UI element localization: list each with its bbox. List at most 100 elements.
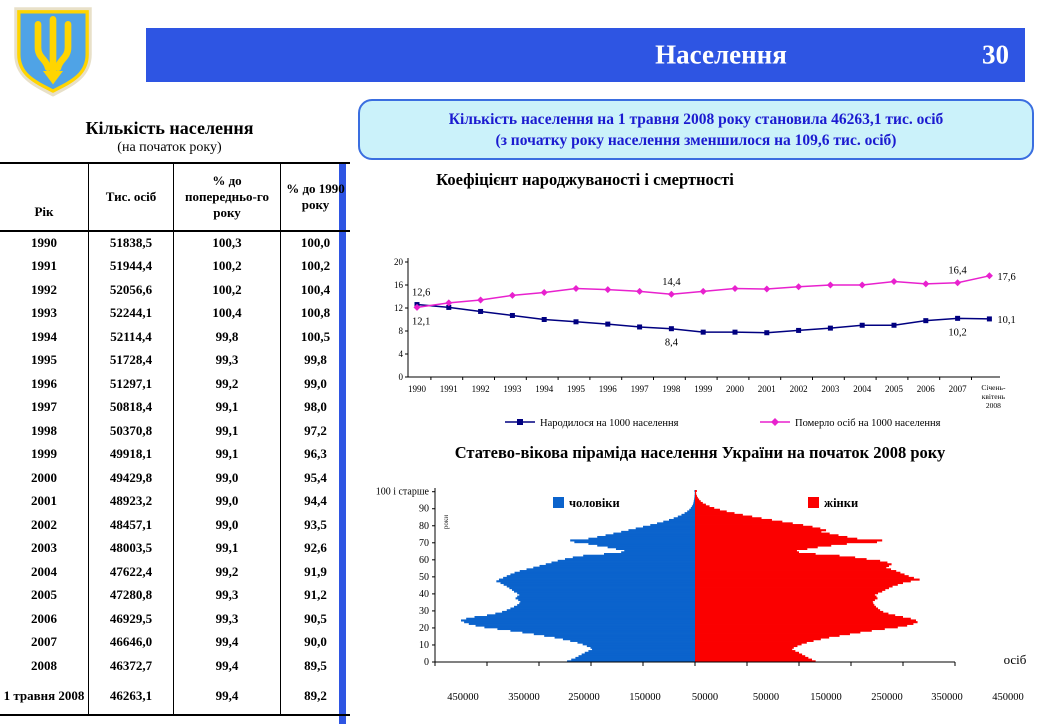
svg-text:350000: 350000 bbox=[508, 692, 540, 703]
table-cell: 99,4 bbox=[173, 654, 281, 678]
table-cell: 90,0 bbox=[304, 634, 327, 650]
svg-text:1991: 1991 bbox=[440, 384, 458, 394]
table-cell: 100,4 bbox=[173, 301, 281, 325]
table-cell: 47280,8 bbox=[88, 583, 174, 607]
table-row: 2002 48457,1 99,0 93,5 bbox=[0, 513, 350, 537]
table-row: 2008 46372,7 99,4 89,5 bbox=[0, 654, 350, 678]
table-cell: 99,4 bbox=[173, 677, 281, 716]
svg-text:50000: 50000 bbox=[753, 692, 779, 703]
svg-text:8: 8 bbox=[399, 326, 404, 336]
table-cell: 2006 bbox=[0, 607, 89, 631]
table-cell: 99,0 bbox=[173, 489, 281, 513]
table-cell: 1995 bbox=[0, 348, 89, 372]
table-cell: 100,2 bbox=[300, 258, 331, 274]
svg-text:10: 10 bbox=[419, 640, 429, 651]
svg-text:2007: 2007 bbox=[949, 384, 968, 394]
table-row: 2000 49429,8 99,0 95,4 bbox=[0, 466, 350, 490]
svg-text:50000: 50000 bbox=[692, 692, 718, 703]
page-title: Населення bbox=[655, 39, 787, 70]
table-cell: 51728,4 bbox=[88, 348, 174, 372]
population-table: Рік Тис. осіб % до попередньо-го року % … bbox=[0, 162, 350, 716]
table-row: 1994 52114,4 99,8 100,5 bbox=[0, 325, 350, 349]
table-subtitle: (на початок року) bbox=[117, 140, 222, 155]
table-row: 2006 46929,5 99,3 90,5 bbox=[0, 607, 350, 631]
svg-text:10,1: 10,1 bbox=[997, 315, 1015, 326]
table-cell: 49429,8 bbox=[88, 466, 174, 490]
table-cell: 99,3 bbox=[173, 348, 281, 372]
table-row: 1990 51838,5 100,3 100,0 bbox=[0, 231, 350, 255]
table-cell: 1998 bbox=[0, 419, 89, 443]
women-bars bbox=[695, 490, 920, 663]
table-cell: 99,3 bbox=[173, 583, 281, 607]
table-cell: 92,6 bbox=[304, 540, 327, 556]
table-cell: 50370,8 bbox=[88, 419, 174, 443]
legend-item: Померло осіб на 1000 населення bbox=[760, 418, 941, 429]
table-cell: 99,0 bbox=[304, 375, 327, 391]
table-cell: 100,4 bbox=[300, 281, 331, 297]
svg-text:17,6: 17,6 bbox=[997, 272, 1015, 283]
table-cell: 93,5 bbox=[304, 516, 327, 532]
svg-text:4: 4 bbox=[399, 349, 404, 359]
table-cell: 1992 bbox=[0, 278, 89, 302]
table-cell: 100,3 bbox=[173, 231, 281, 255]
birth-death-chart: 0 4 8 12 16 20 1990 1991 1992 1993 1994 1995 1996 199… bbox=[394, 257, 1016, 429]
table-cell: 99,1 bbox=[173, 419, 281, 443]
table-cell: 91,2 bbox=[304, 587, 327, 603]
svg-text:жінки: жінки bbox=[824, 496, 858, 510]
page-number: 30 bbox=[982, 39, 1009, 70]
svg-text:450000: 450000 bbox=[447, 692, 479, 703]
table-row: 1 травня 2008 46263,1 99,4 89,2 bbox=[0, 677, 350, 716]
svg-text:250000: 250000 bbox=[871, 692, 903, 703]
table-cell: 99,0 bbox=[173, 466, 281, 490]
table-row: 1991 51944,4 100,2 100,2 bbox=[0, 254, 350, 278]
table-cell: 48923,2 bbox=[88, 489, 174, 513]
population-info-box: Кількість населення на 1 травня 2008 рок… bbox=[358, 99, 1034, 160]
table-cell: 48003,5 bbox=[88, 536, 174, 560]
svg-text:90: 90 bbox=[419, 504, 429, 515]
table-row: 1996 51297,1 99,2 99,0 bbox=[0, 372, 350, 396]
svg-text:1996: 1996 bbox=[599, 384, 618, 394]
table-cell: 100,5 bbox=[300, 328, 331, 344]
table-cell: 97,2 bbox=[304, 422, 327, 438]
svg-text:250000: 250000 bbox=[568, 692, 600, 703]
svg-text:2006: 2006 bbox=[917, 384, 936, 394]
svg-text:1990: 1990 bbox=[408, 384, 427, 394]
table-cell: 52244,1 bbox=[88, 301, 174, 325]
table-cell: 94,4 bbox=[304, 493, 327, 509]
svg-text:100 і старше: 100 і старше bbox=[376, 487, 430, 498]
svg-text:2000: 2000 bbox=[726, 384, 745, 394]
column-header: % до попередньо-го року bbox=[173, 162, 281, 232]
men-bars bbox=[461, 490, 695, 663]
svg-text:роки: роки bbox=[442, 515, 450, 529]
svg-text:осіб: осіб bbox=[1004, 652, 1027, 667]
svg-text:12,6: 12,6 bbox=[412, 288, 430, 299]
table-cell: 99,4 bbox=[173, 630, 281, 654]
svg-text:150000: 150000 bbox=[810, 692, 842, 703]
population-pyramid-title: Статево-вікова піраміда населення Україн… bbox=[454, 443, 946, 462]
table-cell: 2007 bbox=[0, 630, 89, 654]
table-cell: 99,1 bbox=[173, 536, 281, 560]
table-cell: 2008 bbox=[0, 654, 89, 678]
svg-text:0: 0 bbox=[424, 657, 429, 668]
vertical-divider bbox=[339, 163, 346, 724]
table-cell: 1997 bbox=[0, 395, 89, 419]
table-cell: 46646,0 bbox=[88, 630, 174, 654]
table-cell: 100,2 bbox=[173, 254, 281, 278]
svg-text:2002: 2002 bbox=[790, 384, 808, 394]
svg-text:1999: 1999 bbox=[694, 384, 713, 394]
table-cell: 1 травня 2008 bbox=[0, 677, 89, 716]
header-bar: Населення 30 bbox=[146, 28, 1025, 82]
table-header: Рік Тис. осіб % до попередньо-го року % … bbox=[0, 162, 350, 232]
table-cell: 52114,4 bbox=[88, 325, 174, 349]
table-cell: 95,4 bbox=[304, 469, 327, 485]
table-cell: 2002 bbox=[0, 513, 89, 537]
table-cell: 46263,1 bbox=[88, 677, 174, 716]
svg-text:1997: 1997 bbox=[631, 384, 650, 394]
column-header: Рік bbox=[0, 162, 89, 232]
table-cell: 96,3 bbox=[304, 446, 327, 462]
table-title: Кількість населення bbox=[85, 118, 254, 138]
table-cell: 52056,6 bbox=[88, 278, 174, 302]
table-row: 1999 49918,1 99,1 96,3 bbox=[0, 442, 350, 466]
table-cell: 2000 bbox=[0, 466, 89, 490]
